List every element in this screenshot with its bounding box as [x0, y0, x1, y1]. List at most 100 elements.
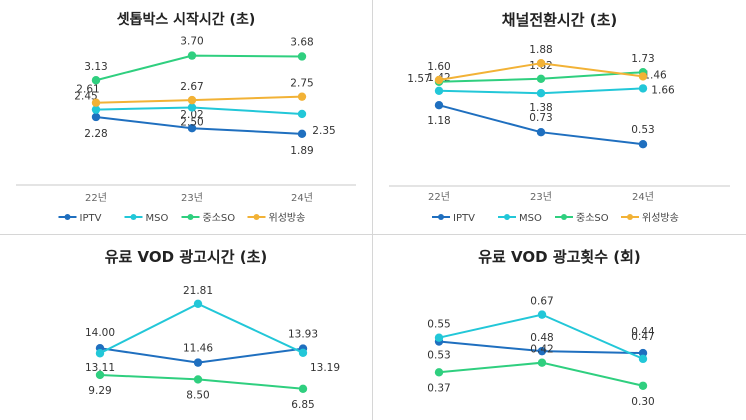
chart-panel-settop-boot: 셋톱박스 시작시간 (초) 22년 23년 24년 2.28 2.02 1.89 2.45 2.…: [0, 0, 372, 234]
data-label: 1.18: [427, 115, 450, 127]
data-point-mso: [536, 89, 546, 98]
data-label: 9.29: [88, 385, 111, 397]
chart-title: 셋톱박스 시작시간 (초): [117, 11, 255, 28]
data-label: 1.60: [427, 61, 450, 73]
legend-swatch-dot: [561, 214, 567, 220]
data-label: 3.70: [180, 36, 203, 48]
data-point-small-so: [298, 384, 308, 394]
data-label: 13.11: [85, 362, 115, 374]
data-label: 2.35: [312, 125, 335, 137]
data-point-small-so: [537, 358, 547, 367]
legend-label: 중소SO: [576, 212, 609, 224]
data-label: 2.28: [84, 128, 107, 140]
series-line-small-so: [95, 54, 303, 82]
data-label: 0.53: [427, 350, 450, 362]
data-label: 1.73: [631, 53, 654, 65]
data-label: 0.73: [529, 112, 552, 124]
data-point-mso: [91, 105, 101, 114]
legend-label: IPTV: [80, 213, 102, 224]
chart-svg: 채널전환시간 (초)22년23년24년1.180.730.531.421.381…: [389, 11, 730, 224]
x-tick-label: 22년: [85, 192, 107, 204]
data-point-small-so: [193, 375, 203, 384]
data-label: 13.19: [310, 362, 340, 374]
data-point-satellite: [297, 92, 307, 101]
data-label: 2.02: [180, 109, 203, 121]
data-point-satellite: [434, 75, 444, 85]
data-label: 0.37: [427, 382, 450, 394]
data-label: 0.48: [530, 332, 553, 344]
data-label: 3.13: [84, 61, 107, 73]
data-label: 8.50: [186, 389, 209, 401]
legend-swatch-dot: [187, 214, 194, 220]
data-label: 13.93: [288, 329, 318, 341]
series-line-satellite: [95, 95, 303, 104]
data-label: 0.55: [427, 319, 450, 331]
data-point-satellite: [91, 98, 101, 107]
x-tick-label: 23년: [181, 192, 203, 204]
legend-label: 위성방송: [269, 211, 306, 224]
data-label: 0.53: [631, 124, 654, 136]
data-point-small-so: [638, 381, 648, 390]
data-point-small-so: [297, 52, 307, 61]
data-label: 0.44: [631, 326, 655, 338]
data-point-mso: [638, 84, 648, 93]
data-point-satellite: [638, 72, 648, 81]
data-point-mso: [187, 103, 197, 112]
data-point-small-so: [536, 74, 546, 84]
vertical-divider: [372, 0, 373, 420]
data-point-iptv: [537, 346, 547, 356]
data-label: 2.61: [76, 84, 99, 96]
chart-title: 유료 VOD 광고횟수 (회): [478, 248, 641, 266]
legend-label: MSO: [146, 213, 169, 224]
chart-svg: 셋톱박스 시작시간 (초)22년 23년 24년2.282.021.892.452.…: [16, 11, 356, 224]
legend-label: 위성방송: [642, 211, 679, 224]
legend-label: MSO: [519, 213, 542, 224]
chart-title: 채널전환시간 (초): [502, 11, 618, 29]
data-label: 14.00: [85, 327, 115, 339]
data-point-iptv: [297, 129, 307, 139]
x-tick-label: 24년: [291, 192, 313, 204]
data-point-satellite: [536, 59, 546, 68]
data-label: 0.67: [530, 296, 553, 308]
data-point-iptv: [536, 128, 546, 137]
data-point-satellite: [187, 95, 197, 105]
data-label: 0.30: [631, 396, 654, 408]
data-label: 1.46: [643, 69, 667, 81]
chart-panel-vod-ad-time: 유료 VOD 광고시간 (초) 14.00 11.46 13.93 13.11 21.81…: [0, 235, 372, 420]
data-label: 2.67: [180, 81, 203, 93]
data-label: 0.42: [530, 344, 553, 356]
x-tick-label: 23년: [530, 191, 552, 203]
legend-swatch-dot: [64, 214, 71, 220]
data-label: 0.47: [631, 331, 654, 343]
data-point-iptv: [193, 358, 203, 367]
legend-swatch-dot: [627, 214, 633, 220]
data-label: 21.81: [183, 285, 213, 297]
data-label: 1.88: [529, 44, 552, 56]
data-label: 2.50: [180, 116, 203, 128]
data-point-mso: [297, 109, 307, 119]
legend-swatch-dot: [438, 214, 444, 220]
data-label: 3.68: [290, 36, 313, 48]
horizontal-divider: [0, 234, 746, 235]
legend-swatch-dot: [504, 214, 510, 220]
chart-title: 유료 VOD 광고시간 (초): [105, 248, 268, 266]
data-label: 1.38: [529, 102, 552, 114]
data-label: 1.66: [651, 84, 675, 96]
data-label: 11.46: [183, 343, 213, 355]
data-label: 2.45: [74, 91, 97, 103]
legend-swatch-dot: [253, 214, 260, 220]
chart-svg: 유료 VOD 광고시간 (초) 14.00 11.46 13.93 13.11 21.81…: [85, 248, 340, 411]
series-line-small-so: [99, 373, 304, 390]
data-point-mso: [537, 310, 547, 319]
data-point-mso: [193, 299, 203, 309]
x-tick-label: 22년: [428, 191, 450, 203]
legend-label: 중소SO: [203, 212, 236, 224]
data-point-mso: [434, 333, 444, 342]
data-point-mso: [434, 86, 444, 96]
legend-label: IPTV: [453, 213, 475, 224]
chart-panel-vod-ad-count: 유료 VOD 광고횟수 (회) 0.53 0.48 0.47 0.55 0.67 0.44 0…: [373, 235, 746, 420]
data-point-mso: [95, 349, 105, 358]
data-label: 1.89: [290, 145, 313, 157]
data-point-iptv: [638, 348, 648, 358]
